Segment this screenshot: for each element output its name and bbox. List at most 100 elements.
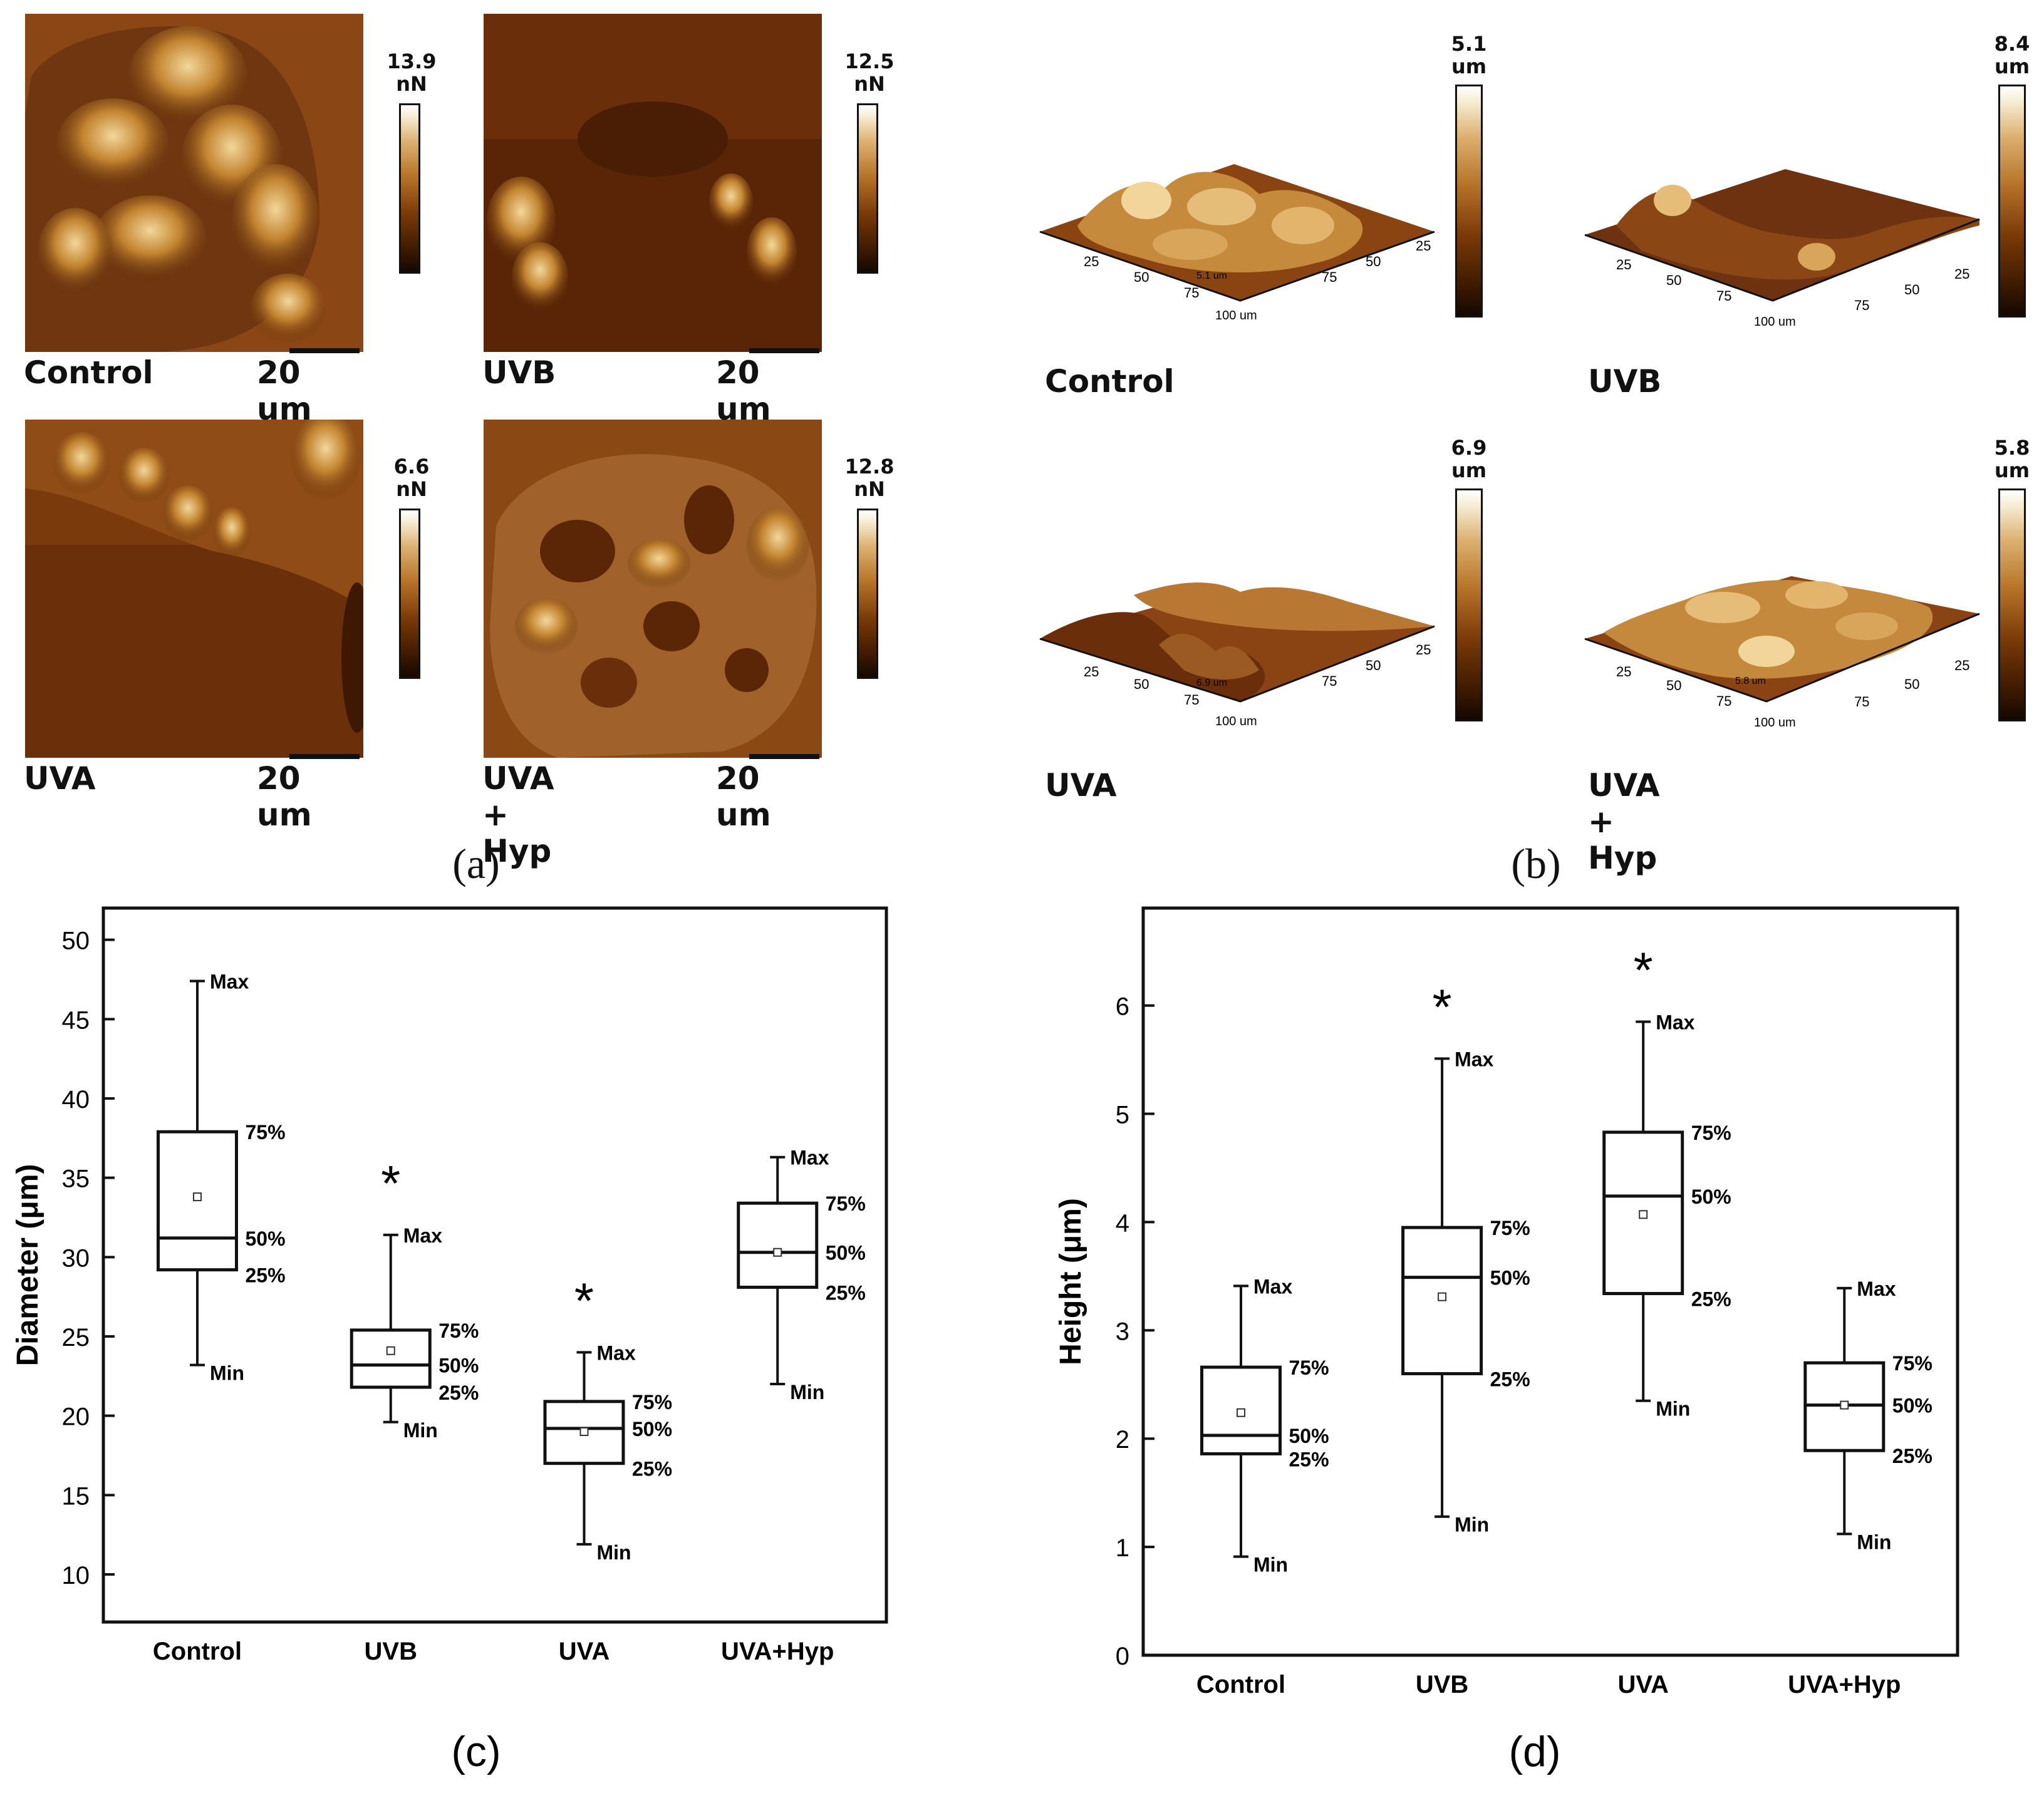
scale-label: 20 um	[257, 354, 312, 427]
y-tick-label: 30	[62, 1244, 90, 1272]
y-tick-label: 25	[62, 1324, 90, 1351]
colorbar-3d-uva	[1455, 488, 1483, 721]
axis-tick: 50	[1366, 254, 1381, 269]
surface-label-uva-hyp: UVA + Hyp	[1588, 767, 1660, 876]
label-median: 50%	[632, 1418, 672, 1440]
significance-star: *	[381, 1155, 400, 1211]
y-tick-label: 6	[1116, 993, 1129, 1021]
colorbar-value-uvb: 12.5 nN	[844, 49, 895, 96]
axis-tick: 50	[1666, 678, 1681, 693]
boxplot-height: 0 1 2 3 4 5 6 Height (μm) Control UVB UVA UVA+Hyp Ma…	[1054, 906, 1959, 1775]
label-q1: 25%	[1490, 1368, 1530, 1390]
panel-sublabel: (c)	[451, 1728, 501, 1775]
box-mean-marker	[193, 1192, 202, 1202]
axis-tick: 75	[1184, 692, 1199, 708]
axis-tick: 50	[1366, 658, 1381, 673]
x-category-label: UVA	[559, 1638, 610, 1665]
label-q3: 75%	[1892, 1352, 1932, 1375]
surface-label-uva: UVA	[1045, 767, 1117, 803]
colorbar-3d-uvb	[1998, 85, 2026, 318]
afm-image-control	[25, 14, 363, 352]
colorbar-3d-value-uva-hyp: 5.8 um	[1994, 436, 2030, 482]
x-category-label: UVA+Hyp	[1788, 1671, 1901, 1698]
significance-star: *	[1433, 979, 1452, 1035]
panel-sublabel-a: (a)	[452, 840, 500, 887]
y-tick-label: 4	[1116, 1209, 1129, 1237]
label-median: 50%	[1490, 1267, 1530, 1289]
label-min: Min	[1455, 1514, 1489, 1536]
x-category-label: UVB	[365, 1638, 417, 1665]
label-q3: 75%	[246, 1121, 286, 1144]
x-category-label: UVA+Hyp	[721, 1638, 834, 1665]
x-category-label: Control	[153, 1638, 242, 1665]
box-mean-marker	[1237, 1408, 1245, 1417]
scale-bar	[749, 348, 819, 353]
colorbar-3d-value-uva: 6.9 um	[1451, 436, 1487, 482]
axis-tick: 25	[1616, 257, 1631, 272]
scale-label: 20 um	[716, 354, 771, 427]
scale-label: 20 um	[257, 760, 312, 833]
label-q3: 75%	[826, 1192, 866, 1215]
label-max: Max	[403, 1224, 442, 1247]
axis-tick: 75	[1854, 694, 1869, 710]
axis-tick: 25	[1084, 254, 1099, 269]
afm-image-uvb	[484, 14, 822, 352]
colorbar-value-uva-hyp: 12.8 nN	[844, 455, 895, 501]
label-median: 50%	[1691, 1186, 1731, 1208]
axis-tick: 50	[1904, 282, 1919, 297]
axis-tick: 50	[1134, 676, 1149, 692]
axis-tick: 50	[1134, 269, 1149, 285]
axis-tick: 100 um	[1754, 716, 1796, 730]
y-tick-label: 20	[62, 1403, 90, 1431]
scale-bar	[749, 754, 819, 759]
label-median: 50%	[826, 1242, 866, 1264]
colorbar-uva	[399, 509, 420, 679]
colorbar-uvb	[857, 103, 878, 274]
surface-label-control: Control	[1045, 363, 1175, 400]
y-tick-label: 40	[62, 1086, 90, 1113]
plot-frame	[101, 906, 888, 1624]
box-iqr	[737, 1201, 819, 1289]
afm-image-uva	[25, 420, 363, 758]
axis-tick: 25	[1954, 658, 1969, 673]
label-max: Max	[1455, 1048, 1493, 1070]
axis-tick: 75	[1322, 269, 1337, 285]
panel-sublabel-b: (b)	[1511, 840, 1561, 887]
z-axis-label: 5.8 um	[1735, 676, 1766, 686]
significance-star: *	[1634, 943, 1653, 998]
box-iqr	[350, 1328, 432, 1389]
z-axis-label: 6.9 um	[1196, 678, 1227, 688]
image-label-uva-hyp: UVA + Hyp	[482, 760, 554, 869]
y-tick-label: 5	[1116, 1102, 1129, 1129]
box-mean-marker	[1639, 1210, 1648, 1219]
label-median: 50%	[438, 1355, 479, 1377]
significance-star: *	[574, 1273, 594, 1328]
colorbar-uva-hyp	[857, 509, 878, 679]
boxplot-diameter: 10 15 20 25 30 35 40 45 50 Diameter (μm) Control UV…	[11, 906, 888, 1775]
scale-label: 20 um	[716, 760, 771, 833]
y-tick-label: 0	[1116, 1643, 1129, 1670]
label-q3: 75%	[1490, 1217, 1530, 1239]
axis-tick: 25	[1416, 238, 1431, 254]
colorbar-value-uva: 6.6 nN	[393, 455, 430, 501]
axis-tick: 25	[1084, 664, 1099, 679]
label-max: Max	[1656, 1011, 1694, 1034]
surface-label-uvb: UVB	[1588, 363, 1662, 400]
label-q1: 25%	[826, 1281, 866, 1304]
y-axis-label: Diameter (μm)	[11, 1164, 44, 1366]
y-tick-label: 50	[62, 927, 90, 955]
colorbar-3d-value-control: 5.1 um	[1451, 32, 1487, 78]
axis-tick: 75	[1322, 673, 1337, 689]
label-min: Min	[1253, 1554, 1288, 1576]
colorbar-value-control: 13.9 nN	[386, 49, 437, 96]
label-max: Max	[210, 971, 249, 993]
surface-3d-uva-hyp: 25 50 75 100 um 75 50 25 5.8 um	[1584, 576, 1980, 730]
label-max: Max	[790, 1147, 829, 1169]
plot-frame	[1141, 906, 1959, 1657]
label-max: Max	[597, 1341, 636, 1364]
label-min: Min	[1857, 1531, 1891, 1553]
axis-tick: 25	[1416, 642, 1431, 658]
y-tick-label: 1	[1116, 1534, 1129, 1562]
axis-tick: 75	[1184, 285, 1199, 301]
label-q3: 75%	[1289, 1356, 1329, 1379]
